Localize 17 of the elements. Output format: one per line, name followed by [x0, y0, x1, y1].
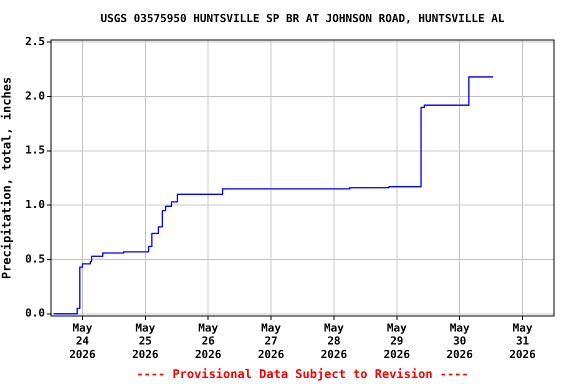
y-tick-label: 0.5 [25, 252, 45, 266]
y-axis-title: Precipitation, total, inches [0, 76, 14, 280]
y-tick-label: 1.5 [25, 144, 45, 157]
x-tick-label: May 28 2026 [320, 321, 348, 361]
chart-title: USGS 03575950 HUNTSVILLE SP BR AT JOHNSON ROAD, HUNTSVILLE AL [100, 12, 505, 25]
x-tick-label: May 25 2026 [132, 321, 159, 361]
x-tick-label: May 27 2026 [258, 321, 285, 361]
y-tick-label: 1.0 [25, 198, 45, 212]
x-tick-label: May 26 2026 [194, 321, 222, 361]
x-tick-label: May 30 2026 [446, 321, 474, 361]
y-tick-label: 2.0 [25, 89, 45, 102]
y-tick-label: 2.5 [25, 35, 45, 48]
text: ---- Provisional Data Subject to Revision ---- [136, 367, 469, 382]
y-tick-label: 0.0 [25, 306, 45, 320]
x-tick-label: May 31 2026 [509, 321, 536, 361]
x-tick-label: May 29 2026 [384, 321, 410, 361]
x-tick-label: May 24 2026 [69, 321, 96, 361]
